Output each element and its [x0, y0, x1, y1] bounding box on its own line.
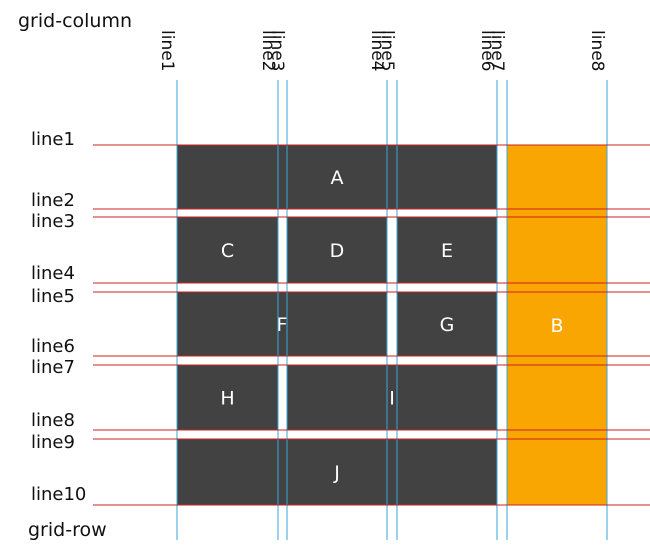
grid-item-f [177, 292, 387, 356]
grid-item-b [507, 145, 607, 505]
column-line-label-4: line4 [367, 30, 387, 72]
grid-row-title: grid-row [28, 519, 107, 541]
row-line-label-4: line4 [31, 263, 75, 284]
column-line-label-8: line8 [587, 30, 607, 72]
grid-item-label-f: F [277, 314, 288, 336]
column-line-label-3: line3 [267, 30, 287, 72]
grid-item-h [177, 365, 278, 430]
column-line-label-6: line6 [477, 30, 497, 72]
row-line-label-9: line9 [31, 432, 75, 453]
column-line-label-5: line5 [377, 30, 397, 72]
grid-item-i [287, 365, 497, 430]
row-line-label-6: line6 [31, 336, 75, 357]
column-line-label-2: line2 [258, 30, 278, 72]
grid-item-label-a: A [331, 167, 344, 189]
row-line-label-1: line1 [31, 129, 75, 150]
grid-item-label-h: H [220, 388, 234, 410]
grid-item-label-g: G [440, 314, 455, 336]
row-line-label-5: line5 [31, 286, 75, 307]
grid-item-label-i: I [389, 388, 395, 410]
grid-item-label-b: B [550, 315, 563, 337]
grid-column-title: grid-column [18, 10, 132, 32]
grid-item-label-d: D [330, 240, 345, 262]
column-line-label-1: line1 [157, 30, 177, 72]
grid-cells: A B C D E F G H I J [177, 145, 607, 505]
row-line-label-8: line8 [31, 410, 75, 431]
row-line-label-3: line3 [31, 211, 75, 232]
row-line-label-7: line7 [31, 357, 75, 378]
grid-item-g [397, 292, 497, 356]
grid-item-d [287, 217, 387, 283]
grid-item-label-c: C [221, 240, 234, 262]
row-line-label-2: line2 [31, 190, 75, 211]
grid-item-label-j: J [333, 462, 340, 484]
grid-lines [93, 80, 650, 540]
row-line-label-10: line10 [31, 484, 86, 505]
grid-item-j [177, 439, 497, 505]
grid-item-a [177, 145, 497, 209]
grid-item-c [177, 217, 278, 283]
grid-item-label-e: E [441, 240, 453, 262]
column-line-label-7: line7 [487, 30, 507, 72]
grid-item-e [397, 217, 497, 283]
